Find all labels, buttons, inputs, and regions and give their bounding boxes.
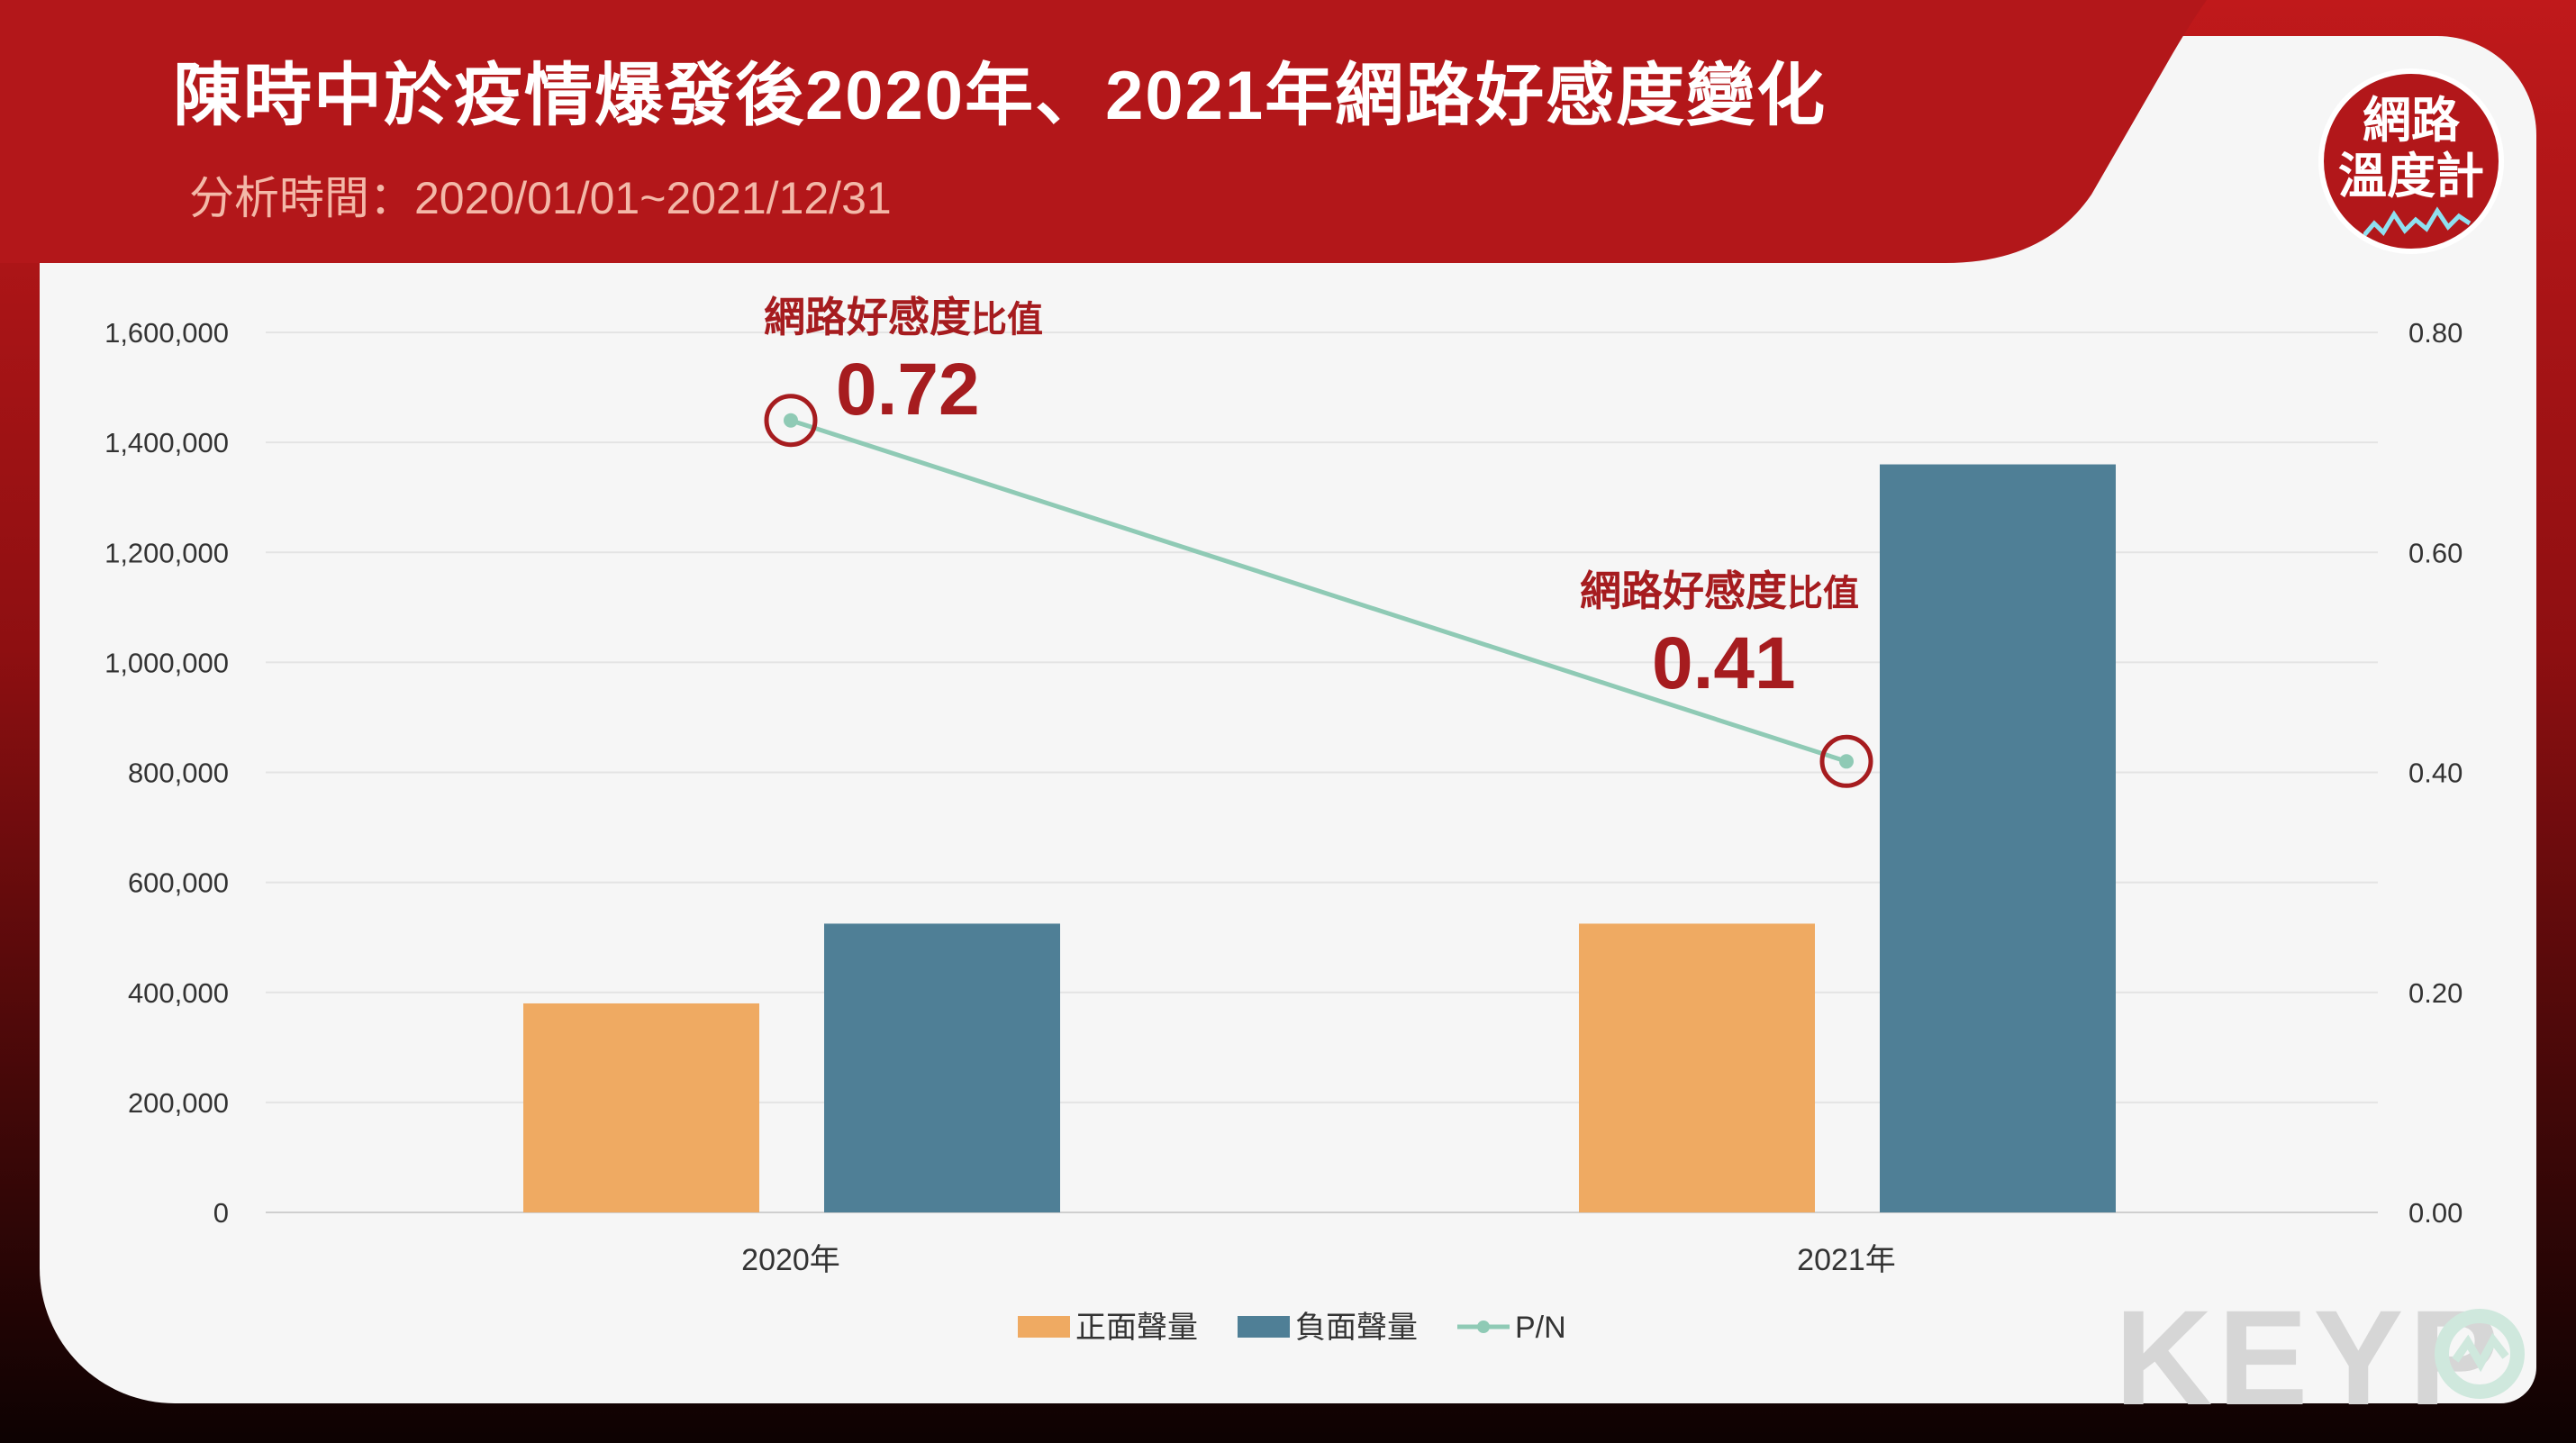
pn-line	[790, 418, 1847, 764]
annotation-value: 0.41	[1652, 622, 1796, 704]
bar	[1579, 923, 1815, 1212]
legend-label: 負面聲量	[1295, 1311, 1418, 1345]
highlight-circle	[764, 394, 818, 448]
bar	[523, 1003, 759, 1212]
left-tick-label: 400,000	[128, 977, 229, 1009]
right-tick-label: 0.60	[2408, 537, 2463, 568]
left-tick-label: 1,600,000	[104, 317, 229, 349]
page-title: 陳時中於疫情爆發後2020年、2021年網路好感度變化	[173, 58, 1828, 134]
annotation-label: 網路好感度比值	[764, 294, 1043, 340]
annotation-label: 網路好感度比值	[1580, 567, 1859, 614]
legend-swatch	[1018, 1316, 1070, 1338]
legend-swatch	[1238, 1316, 1290, 1338]
left-tick-label: 200,000	[128, 1087, 229, 1119]
left-tick-label: 600,000	[128, 867, 229, 899]
bar	[1880, 464, 2116, 1212]
right-tick-label: 0.00	[2408, 1197, 2463, 1229]
logo-line1: 網路	[2363, 94, 2460, 148]
annotation-label-main: 網路好感度	[1580, 567, 1787, 614]
category-label: 2021年	[1797, 1243, 1896, 1277]
left-tick-label: 1,400,000	[104, 427, 229, 458]
category-label: 2020年	[741, 1243, 840, 1277]
annotation-value: 0.72	[836, 349, 980, 431]
analysis-period: 分析時間：2020/01/01~2021/12/31	[189, 173, 892, 223]
annotation-label-main: 網路好感度	[764, 294, 971, 340]
left-tick-label: 1,000,000	[104, 647, 229, 678]
annotation-label-small: 比值	[1787, 574, 1859, 613]
left-tick-label: 0	[213, 1197, 229, 1229]
pn-point	[784, 413, 798, 428]
keypo-o-icon	[2435, 1309, 2525, 1399]
pn-point	[1839, 754, 1854, 769]
left-tick-label: 1,200,000	[104, 537, 229, 568]
bar	[824, 923, 1060, 1212]
chart-card	[40, 36, 2536, 1403]
legend-label: 正面聲量	[1075, 1311, 1198, 1345]
left-tick-label: 800,000	[128, 758, 229, 789]
thermometer-wave-icon	[2363, 206, 2472, 238]
right-tick-label: 0.80	[2408, 317, 2463, 349]
right-tick-label: 0.40	[2408, 758, 2463, 789]
title-banner	[0, 0, 2207, 263]
annotation-label-small: 比值	[971, 300, 1043, 340]
legend-label: P/N	[1515, 1311, 1566, 1345]
logo: 網路 溫度計	[2318, 68, 2504, 254]
logo-line2: 溫度計	[2338, 150, 2484, 204]
highlight-circle	[1819, 734, 1873, 788]
legend-marker	[1477, 1320, 1490, 1333]
right-tick-label: 0.20	[2408, 977, 2463, 1009]
